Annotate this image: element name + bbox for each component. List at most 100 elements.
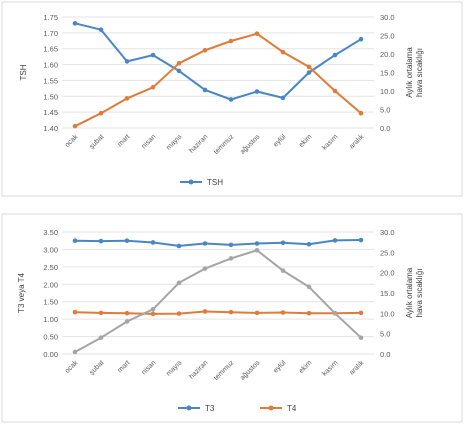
data-point — [280, 268, 286, 273]
data-point — [72, 123, 78, 129]
data-point — [358, 110, 364, 116]
y2-tick-label: 25.0 — [380, 32, 395, 41]
data-point — [306, 241, 312, 247]
series-line-t4 — [74, 310, 362, 315]
y2-tick-label: 20.0 — [380, 50, 395, 59]
y-tick-label: 1.50 — [43, 298, 58, 307]
y2-tick-label: 15.0 — [380, 289, 395, 298]
y2-tick-label: 0.0 — [380, 124, 390, 133]
y-tick-label: 1.65 — [43, 45, 58, 54]
data-point — [202, 309, 208, 314]
legend-marker — [268, 405, 274, 411]
y-tick-label: 1.40 — [43, 124, 58, 133]
data-point — [202, 87, 208, 93]
y-tick-label: 0.50 — [43, 333, 58, 342]
data-point — [254, 31, 260, 36]
data-point — [124, 310, 130, 316]
data-point — [306, 310, 312, 316]
data-point — [254, 89, 260, 94]
y2-tick-label: 5.0 — [380, 330, 390, 339]
y2-axis-title: hava sıcaklığı — [415, 269, 424, 318]
data-point — [150, 311, 156, 317]
data-point — [202, 48, 208, 53]
data-point — [72, 349, 78, 355]
data-point — [124, 238, 130, 244]
y-tick-label: 1.45 — [43, 108, 58, 117]
data-point — [150, 52, 156, 58]
y2-tick-label: 5.0 — [380, 106, 390, 115]
y-tick-label: 2.00 — [43, 280, 58, 289]
data-point — [306, 70, 312, 75]
data-point — [72, 238, 78, 244]
y-axis-title: T3 veya T4 — [17, 273, 26, 313]
data-point — [176, 243, 182, 249]
y2-tick-label: 15.0 — [380, 69, 395, 78]
data-point — [72, 21, 78, 26]
data-point — [332, 238, 338, 243]
data-point — [228, 97, 234, 102]
data-point — [176, 280, 182, 286]
data-point — [150, 306, 156, 312]
y2-axis-title: hava sıcaklığı — [415, 48, 424, 97]
y2-axis-title: Aylık ortalama — [405, 267, 414, 318]
data-point — [202, 266, 208, 271]
y-tick-label: 1.70 — [43, 29, 58, 38]
data-point — [254, 248, 260, 253]
data-point — [176, 68, 182, 74]
y2-tick-label: 20.0 — [380, 269, 395, 278]
y-tick-label: 1.60 — [43, 61, 58, 70]
data-point — [332, 52, 338, 58]
y-tick-label: 1.75 — [43, 13, 58, 22]
data-point — [332, 311, 338, 316]
data-point — [98, 310, 104, 316]
y2-tick-label: 0.0 — [380, 350, 390, 359]
y2-axis-title: Aylık ortalama — [405, 47, 414, 98]
data-point — [306, 284, 312, 290]
y2-tick-label: 30.0 — [380, 228, 395, 237]
data-point — [124, 319, 130, 324]
data-point — [176, 311, 182, 316]
data-point — [358, 237, 364, 243]
data-point — [72, 309, 78, 315]
y-axis-title: TSH — [19, 64, 28, 80]
data-point — [98, 335, 104, 341]
data-point — [98, 27, 104, 32]
y-tick-label: 3.50 — [43, 228, 58, 237]
data-point — [150, 240, 156, 245]
y-tick-label: 1.50 — [43, 92, 58, 101]
legend-label: T3 — [205, 404, 215, 413]
y2-tick-label: 10.0 — [380, 309, 395, 318]
data-point — [124, 59, 130, 64]
chart-2-border — [1, 213, 463, 423]
data-point — [254, 310, 260, 316]
y2-tick-label: 25.0 — [380, 248, 395, 257]
data-point — [280, 95, 286, 101]
legend-label: T4 — [287, 404, 297, 413]
data-point — [280, 49, 286, 55]
data-point — [98, 238, 104, 244]
y2-tick-label: 30.0 — [380, 13, 395, 22]
data-point — [358, 36, 364, 42]
series-line-t3 — [74, 239, 362, 247]
series-line-temperature — [74, 32, 362, 128]
y-tick-label: 3.00 — [43, 245, 58, 254]
data-point — [202, 241, 208, 246]
data-point — [98, 110, 104, 116]
data-point — [228, 309, 234, 315]
legend-marker — [186, 405, 192, 411]
data-point — [228, 38, 234, 44]
y2-tick-label: 10.0 — [380, 87, 395, 96]
data-point — [358, 335, 364, 341]
data-point — [150, 85, 156, 90]
legend-label: TSH — [207, 178, 223, 187]
data-point — [280, 310, 286, 315]
y-tick-label: 0.00 — [43, 350, 58, 359]
y-tick-label: 1.55 — [43, 76, 58, 85]
y-tick-label: 1.00 — [43, 315, 58, 324]
y-tick-label: 2.50 — [43, 263, 58, 272]
series-line-temperature — [74, 249, 362, 353]
data-point — [306, 64, 312, 70]
data-point — [176, 60, 182, 66]
data-point — [358, 310, 364, 316]
